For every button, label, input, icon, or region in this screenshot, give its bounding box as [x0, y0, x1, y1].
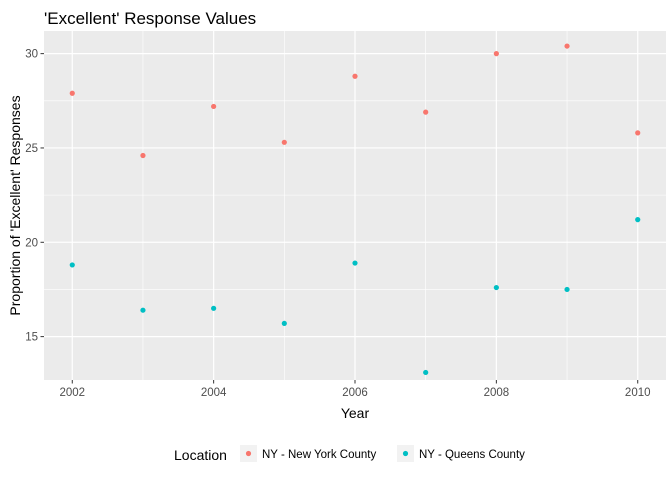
- legend-label: NY - Queens County: [419, 449, 525, 461]
- data-point-series-1: [140, 152, 146, 159]
- y-tick-label: 15: [25, 332, 38, 344]
- data-point-series-1: [423, 109, 429, 115]
- chart-title: 'Excellent' Response Values: [44, 9, 256, 28]
- grid-major: [44, 31, 666, 380]
- data-point-series-2: [493, 284, 499, 291]
- y-tick-label: 25: [25, 143, 38, 155]
- data-point-series-1: [635, 130, 641, 136]
- legend-title: Location: [174, 447, 227, 463]
- x-tick-label: 2004: [201, 387, 227, 399]
- data-point-series-1: [352, 73, 358, 79]
- legend-label: NY - New York County: [262, 449, 376, 461]
- data-point-series-1: [564, 43, 570, 49]
- data-point-series-2: [281, 320, 287, 327]
- x-axis: 2002 2004 2006 2008 2010: [59, 380, 651, 399]
- data-point-series-2: [211, 305, 217, 311]
- x-tick-label: 2002: [59, 387, 85, 399]
- data-point-series-1: [69, 90, 75, 96]
- x-tick-label: 2006: [342, 387, 368, 399]
- data-point-series-2: [352, 260, 358, 266]
- y-axis: 15 20 25 30: [25, 49, 44, 344]
- x-tick-label: 2010: [625, 387, 651, 399]
- legend: Location NY - New York County NY - Queens…: [174, 445, 525, 463]
- legend-key-dot: [245, 450, 252, 457]
- data-point-series-2: [423, 369, 429, 376]
- data-point-series-2: [564, 286, 570, 293]
- y-tick-label: 30: [25, 49, 38, 61]
- data-point-series-1: [281, 139, 287, 145]
- y-tick-label: 20: [25, 237, 38, 249]
- data-point-series-2: [635, 217, 641, 223]
- data-point-series-2: [69, 262, 75, 268]
- data-point-series-1: [493, 51, 499, 57]
- data-points: [69, 43, 641, 376]
- data-point-series-2: [140, 307, 146, 313]
- data-point-series-1: [211, 103, 217, 110]
- x-tick-label: 2008: [484, 387, 510, 399]
- legend-key-dot: [402, 450, 409, 457]
- x-axis-title: Year: [341, 405, 370, 421]
- y-axis-title: Proportion of 'Excellent' Responses: [7, 95, 23, 315]
